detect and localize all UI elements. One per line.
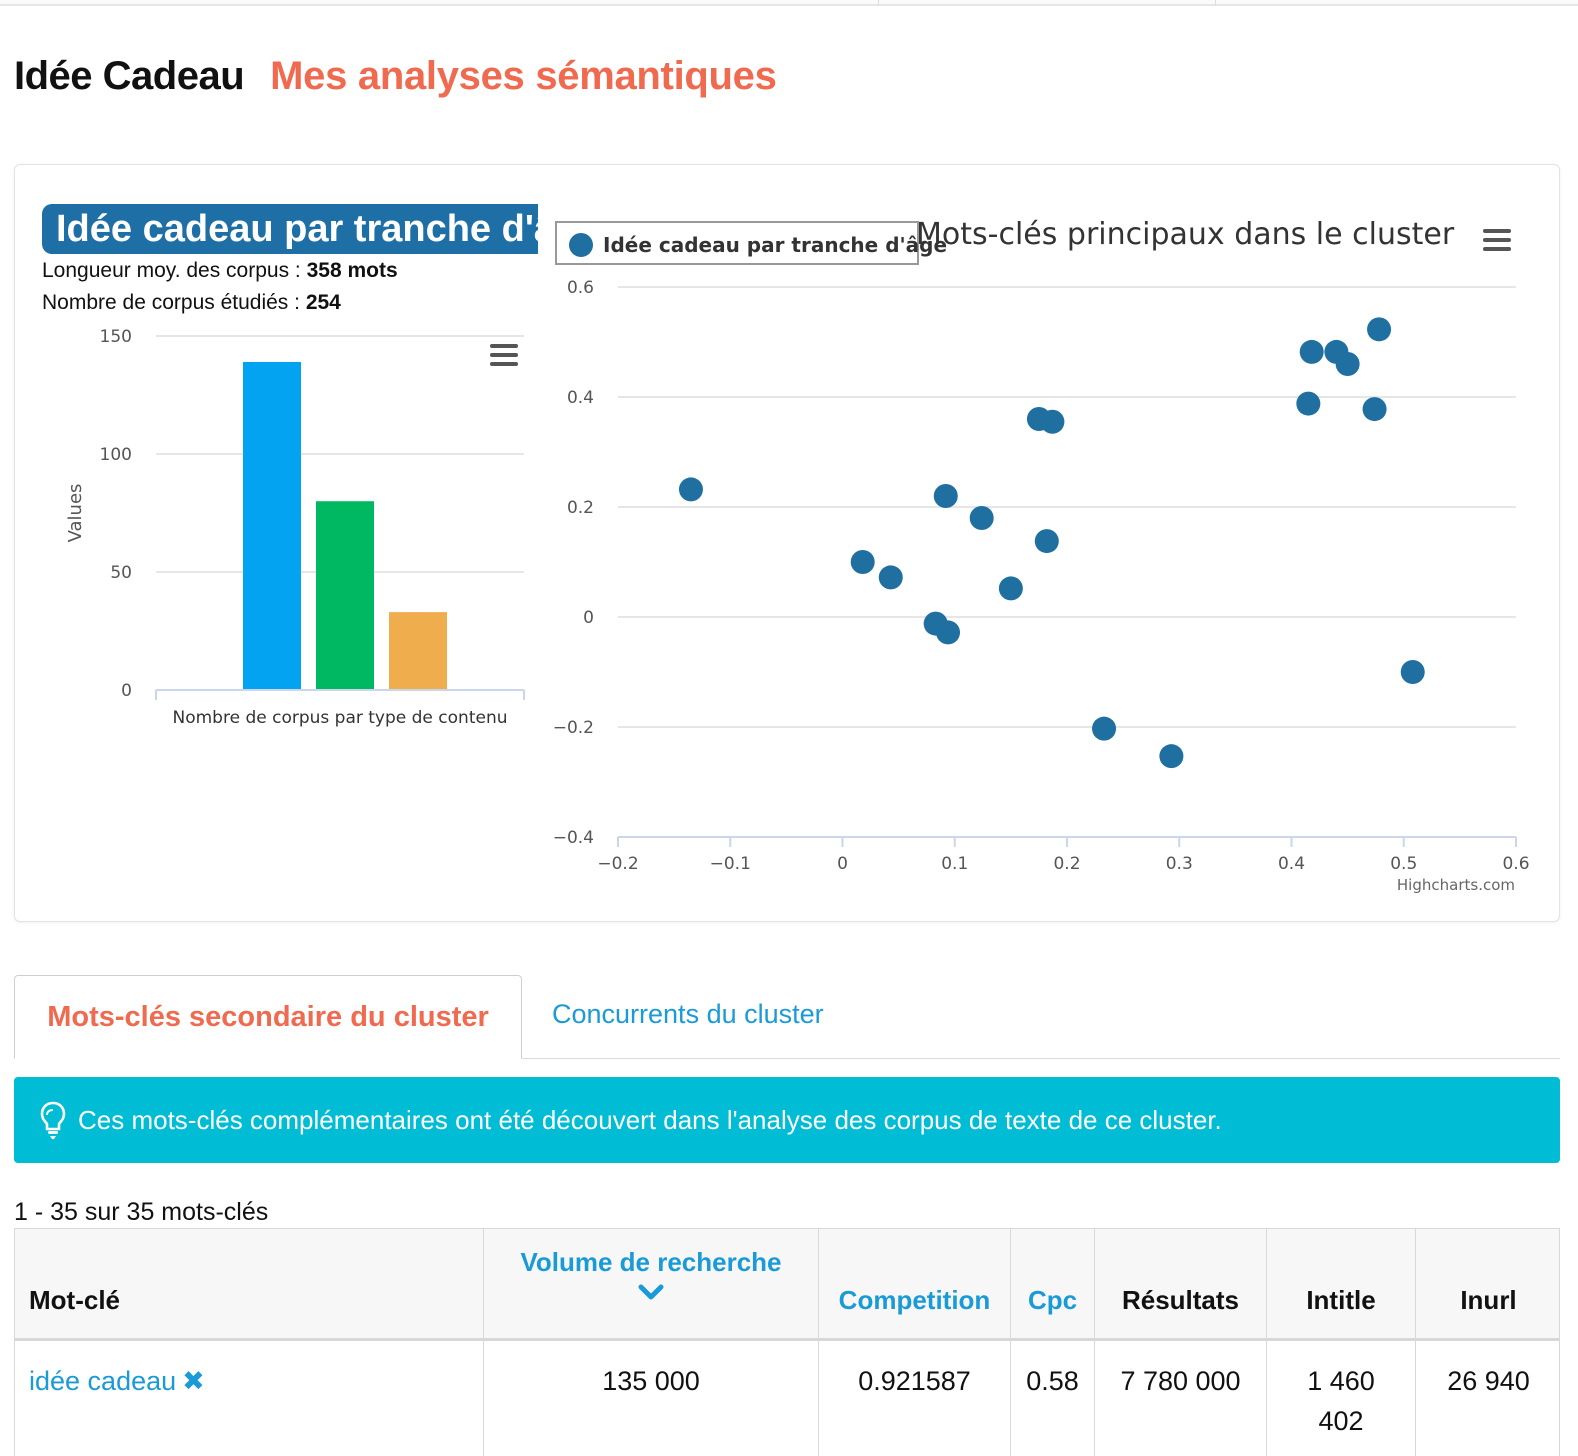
page-title: Idée Cadeau [14, 54, 245, 98]
scatter-chart-title: Mots-clés principaux dans le cluster [916, 217, 1455, 252]
lightbulb-icon [38, 1100, 68, 1140]
scatter-point[interactable] [1367, 317, 1392, 342]
column-header-search-volume[interactable]: Volume de recherche [484, 1229, 819, 1338]
scatter-chart-y-tick-label: 0.4 [567, 388, 594, 408]
bar-chart-y-tick-label: 150 [100, 327, 132, 347]
table-header: Mot-clé Volume de recherche Competition … [15, 1229, 1559, 1341]
avg-length-label: Longueur moy. des corpus : [42, 259, 307, 282]
close-icon[interactable]: ✖ [182, 1366, 205, 1396]
legend-label: Idée cadeau par tranche d'âge [603, 233, 947, 257]
corpus-count-label: Nombre de corpus étudiés : [42, 291, 306, 314]
tab-secondary-keywords[interactable]: Mots-clés secondaire du cluster [14, 975, 522, 1059]
scatter-point[interactable] [1400, 660, 1425, 684]
column-header-competition[interactable]: Competition [819, 1229, 1011, 1338]
hamburger-menu-icon[interactable] [490, 344, 518, 366]
scatter-chart-x-ticks: −0.2 −0.1 0 0.1 0.2 0.3 0.4 0.5 0.6 [597, 837, 1530, 874]
scatter-point[interactable] [878, 565, 903, 590]
scatter-point[interactable] [1296, 391, 1321, 416]
scatter-point[interactable] [1159, 744, 1184, 769]
volume-cell: 135 000 [484, 1341, 819, 1456]
scatter-chart-x-tick-label: 0.3 [1166, 854, 1193, 874]
legend-box [555, 221, 919, 265]
scatter-chart-y-tick-label: −0.4 [553, 828, 594, 848]
column-header-intitle: Intitle [1267, 1229, 1416, 1338]
page-heading: Idée Cadeau Mes analyses sémantiques [14, 54, 777, 110]
alert-text: Ces mots-clés complémentaires ont été dé… [78, 1104, 1222, 1135]
bar-chart-y-axis-title: Values [65, 484, 86, 543]
scatter-chart-legend[interactable]: Idée cadeau par tranche d'âge [555, 221, 947, 265]
scatter-point[interactable] [1299, 339, 1324, 364]
column-header-search-volume-label: Volume de recherche [520, 1247, 782, 1277]
bar-chart-y-ticks: 0 50 100 150 [100, 327, 132, 701]
credits-link[interactable]: Highcharts.com [1397, 876, 1515, 894]
avg-length-value: 358 mots [306, 259, 398, 282]
scatter-point[interactable] [998, 576, 1023, 601]
nav-separator [878, 0, 879, 6]
column-header-results: Résultats [1095, 1229, 1267, 1338]
scatter-point[interactable] [969, 506, 994, 530]
corpus-count-stat: Nombre de corpus étudiés : 254 [42, 291, 341, 315]
cpc-cell: 0.58 [1011, 1341, 1095, 1456]
scatter-chart-y-tick-label: −0.2 [553, 718, 594, 738]
keyword-cell: idée cadeau ✖ [15, 1341, 484, 1456]
scatter-chart-grid [618, 286, 1516, 728]
hamburger-menu-icon[interactable] [1483, 229, 1511, 251]
scatter-point[interactable] [1362, 397, 1387, 422]
nav-separator [1215, 0, 1216, 6]
info-alert: Ces mots-clés complémentaires ont été dé… [14, 1077, 1560, 1163]
scatter-chart: Mots-clés principaux dans le cluster 0.6… [553, 217, 1530, 894]
scatter-chart-y-tick-label: 0 [583, 608, 594, 628]
column-header-keyword: Mot-clé [15, 1229, 484, 1338]
scatter-point[interactable] [936, 620, 961, 645]
scatter-chart-x-tick-label: −0.1 [710, 854, 751, 874]
bar-chart-bars [243, 361, 447, 690]
scatter-point[interactable] [1034, 529, 1059, 554]
scatter-point[interactable] [1335, 352, 1360, 376]
scatter-chart-x-tick-label: 0.4 [1278, 854, 1305, 874]
bar-chart-y-tick-label: 100 [100, 445, 132, 465]
cluster-badge: Idée cadeau par tranche d'âge [42, 204, 538, 254]
scatter-chart-x-tick-label: 0.2 [1053, 854, 1080, 874]
scatter-chart-x-tick-label: 0.5 [1390, 854, 1417, 874]
keyword-link[interactable]: idée cadeau [29, 1366, 177, 1396]
keywords-table: Mot-clé Volume de recherche Competition … [14, 1228, 1560, 1456]
bar-chart-y-tick-label: 50 [110, 563, 132, 583]
legend-marker [569, 233, 593, 257]
chevron-down-icon [638, 1284, 664, 1300]
bar-chart: 0 50 100 150 Nombre de corpus par type de c… [65, 327, 525, 728]
scatter-point[interactable] [850, 550, 875, 574]
cluster-badge-wrap: Idée cadeau par tranche d'âge [42, 204, 538, 254]
scatter-point[interactable] [1040, 409, 1065, 434]
bar[interactable] [389, 612, 447, 690]
scatter-point[interactable] [933, 484, 958, 508]
scatter-chart-y-ticks: 0.6 0.4 0.2 0 −0.2 −0.4 [553, 278, 594, 848]
tab-competitors[interactable]: Concurrents du cluster [552, 998, 824, 1029]
scatter-chart-x-tick-label: 0 [837, 854, 848, 874]
results-count: 1 - 35 sur 35 mots-clés [14, 1198, 269, 1226]
scatter-chart-points [678, 317, 1425, 769]
cluster-tabs: Mots-clés secondaire du cluster Concurre… [14, 975, 1560, 1059]
competition-cell: 0.921587 [819, 1341, 1011, 1456]
intitle-cell: 1 460 402 [1267, 1341, 1416, 1456]
scatter-chart-x-tick-label: −0.2 [597, 854, 638, 874]
scatter-chart-x-tick-label: 0.1 [941, 854, 968, 874]
scatter-chart-y-tick-label: 0.2 [567, 498, 594, 518]
results-cell: 7 780 000 [1095, 1341, 1267, 1456]
column-header-cpc[interactable]: Cpc [1011, 1229, 1095, 1338]
corpus-count-value: 254 [305, 291, 341, 314]
bar-chart-category-label: Nombre de corpus par type de contenu [173, 708, 508, 728]
scatter-point[interactable] [678, 477, 703, 502]
bar[interactable] [316, 501, 374, 690]
column-header-inurl: Inurl [1460, 1285, 1517, 1315]
bar-chart-y-tick-label: 0 [121, 681, 132, 701]
avg-length-stat: Longueur moy. des corpus : 358 mots [42, 259, 398, 283]
top-nav-bar [0, 0, 1578, 6]
page-subtitle: Mes analyses sémantiques [270, 54, 777, 98]
scatter-chart-x-tick-label: 0.6 [1502, 854, 1529, 874]
bar[interactable] [243, 361, 301, 690]
scatter-point[interactable] [1092, 716, 1117, 741]
scatter-chart-y-tick-label: 0.6 [567, 278, 594, 298]
inurl-cell: 26 940 [1447, 1366, 1530, 1396]
